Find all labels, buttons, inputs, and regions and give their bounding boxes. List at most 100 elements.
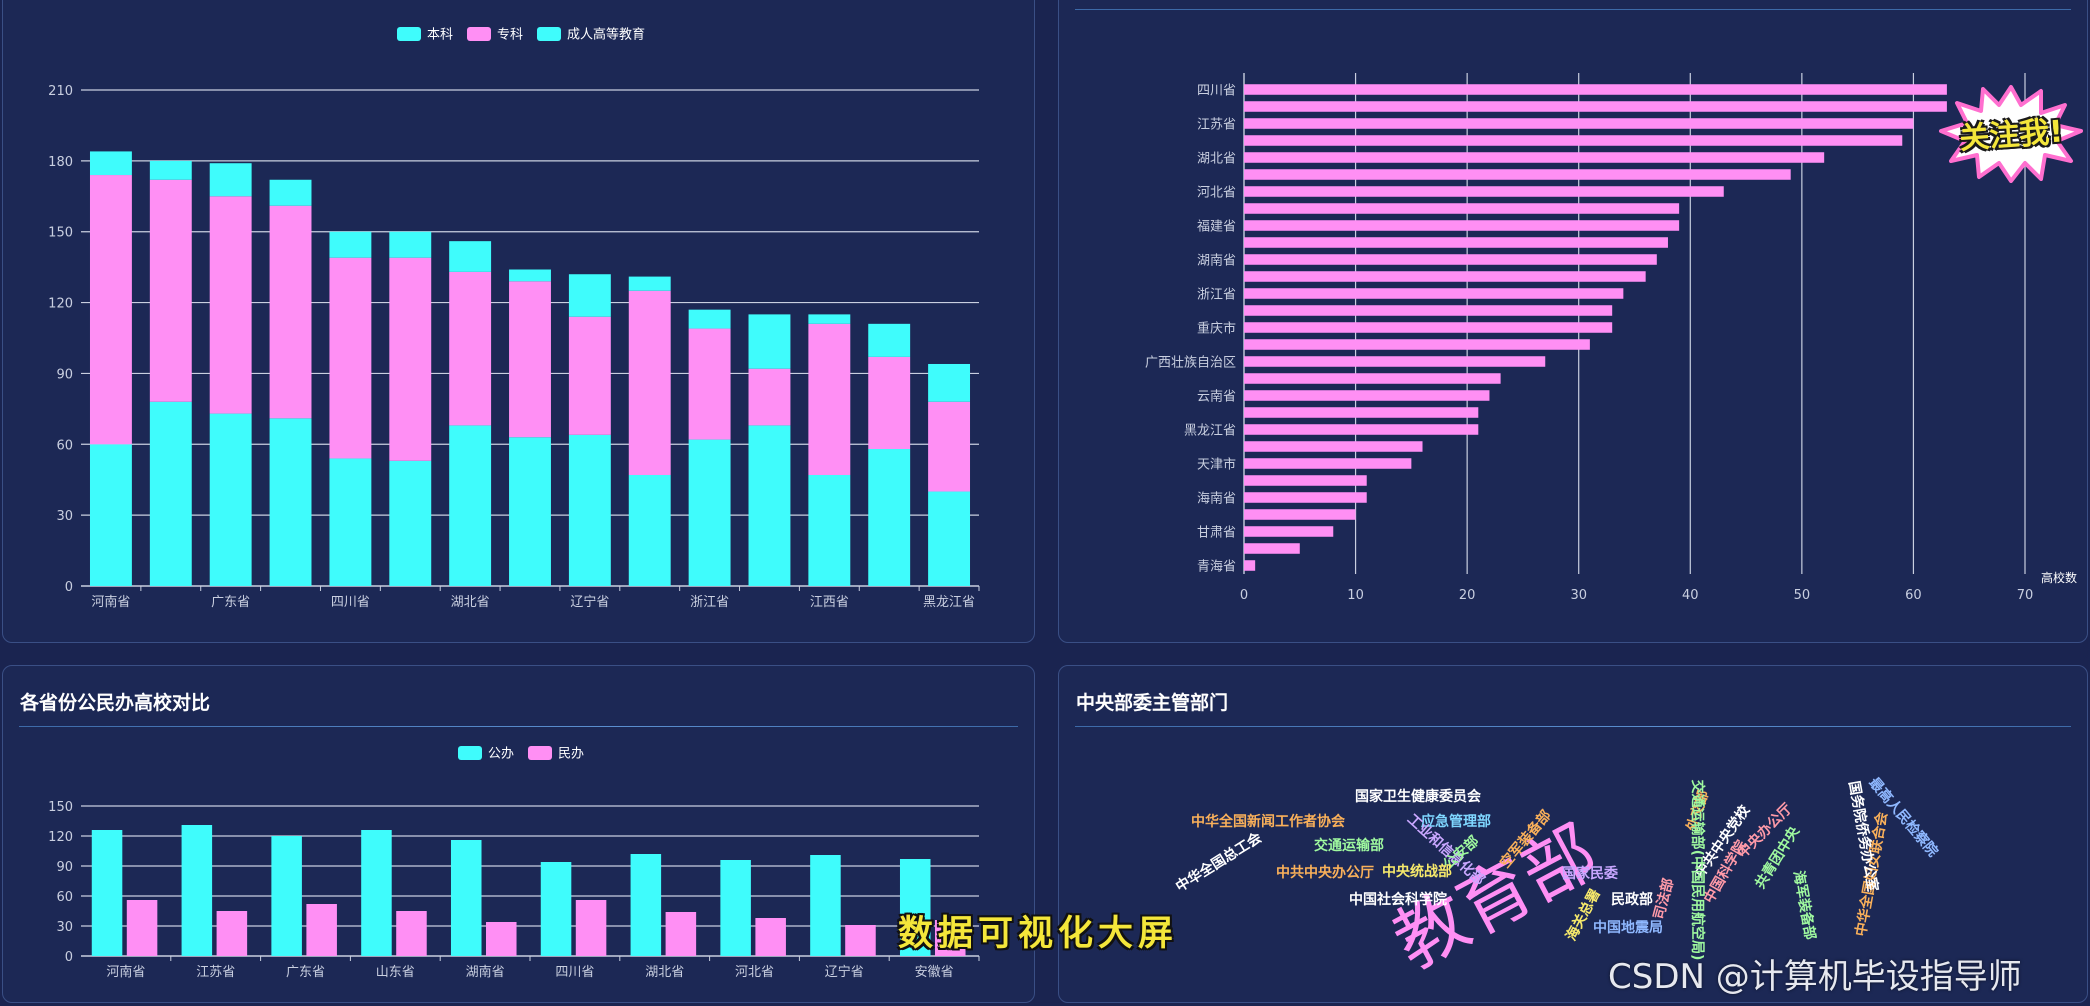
group-bar [810, 855, 841, 956]
x-tick-label: 四川省 [555, 965, 594, 980]
hbar [1244, 339, 1590, 350]
y-tick-label: 120 [48, 297, 73, 312]
legend-label: 民办 [558, 747, 584, 762]
cloud-word: 交通运输部 [1314, 837, 1384, 854]
stack-bar-segment [509, 437, 551, 586]
stack-bar-segment [928, 401, 971, 492]
group-bar [126, 900, 158, 956]
stack-bar-segment [149, 160, 192, 180]
y-tick-label: 30 [56, 920, 73, 935]
hbar [1244, 305, 1613, 316]
group-bar [630, 854, 662, 956]
hbar [1244, 237, 1668, 248]
x-tick-label: 湖南省 [466, 964, 505, 980]
hbar [1244, 373, 1501, 384]
group-bar [485, 922, 517, 956]
stack-bar-segment [568, 316, 611, 435]
stack-bar-segment [389, 460, 432, 586]
stack-bar-segment [628, 290, 671, 475]
cloud-word: 中央统战部 [1382, 863, 1452, 880]
y-tick-label: 云南省 [1197, 389, 1236, 405]
stack-bar-segment [928, 491, 971, 586]
x-tick-label: 河南省 [106, 964, 145, 980]
stack-bar-segment [149, 179, 192, 402]
stack-bar-segment [748, 425, 791, 586]
x-tick-label: 河北省 [735, 965, 774, 980]
group-bar [396, 911, 427, 956]
stack-bar-segment [269, 179, 312, 206]
panel-title: 中央部委主管部门 [1076, 692, 1229, 714]
y-tick-label: 重庆市 [1197, 321, 1236, 337]
cloud-word: 交通运输部(中国民用航空局) [1689, 780, 1706, 961]
hbar [1244, 458, 1412, 469]
stack-bar-segment [329, 231, 372, 258]
y-tick-label: 90 [56, 860, 73, 875]
y-tick-label: 天津市 [1197, 457, 1236, 473]
y-tick-label: 湖北省 [1197, 152, 1236, 167]
horizontal-bar-chart: 0 10 20 30 40 50 60 70 高校数 四川省江苏省湖北省河北省福建省湖南省浙江省重… [1145, 73, 2077, 603]
hbar [1244, 152, 1825, 163]
x-tick-label: 湖北省 [451, 595, 490, 610]
hbar [1244, 526, 1334, 537]
y-tick-label: 湖南省 [1197, 253, 1236, 269]
cloud-word: 民政部 [1611, 891, 1653, 908]
stack-bar-segment [449, 271, 492, 426]
cloud-word: 中国地震局 [1593, 919, 1663, 936]
x-tick-label: 广东省 [286, 965, 325, 980]
x-tick-label: 江苏省 [196, 964, 235, 980]
x-tick-label: 黑龙江省 [923, 595, 975, 610]
x-tick-label: 广东省 [211, 595, 250, 610]
stack-bar-segment [209, 413, 252, 586]
legend-label: 成人高等教育 [567, 27, 645, 43]
y-tick-label: 海南省 [1197, 491, 1236, 507]
cloud-word: 中华全国总工会 [1173, 828, 1266, 895]
hbar [1244, 492, 1367, 503]
y-tick-label: 150 [48, 800, 73, 815]
grouped-bar-chart: 公办 民办 0 30 60 90 120 150 河南省 江苏省 广东省 山东省 湖南省 四川省 湖北省 河北… [48, 746, 980, 980]
stack-bar-segment [868, 323, 911, 357]
stack-bar-segment [808, 314, 851, 324]
group-bar [934, 920, 966, 956]
legend-swatch [528, 746, 552, 760]
stack-bar-segment [568, 274, 611, 317]
legend-swatch [458, 746, 482, 760]
hbar [1244, 101, 1947, 112]
x-tick-label: 20 [1459, 588, 1476, 603]
y-tick-label: 90 [56, 367, 73, 382]
group-bar [540, 862, 572, 956]
hbar [1244, 424, 1479, 435]
y-tick-label: 0 [65, 580, 73, 595]
word-cloud-panel: 中央部委主管部门 教育部 国家卫生健康委员会 应急管理部 中华全国新闻工作者协会 工业和… [1058, 665, 2088, 1003]
y-tick-label: 60 [56, 438, 73, 453]
public-private-panel: 各省份公民办高校对比 公办 民办 0 30 60 90 120 150 河南省 江苏省 广东省 山东省… [2, 665, 1035, 1003]
hbar [1244, 271, 1646, 282]
x-axis-name: 高校数 [2041, 570, 2077, 585]
y-tick-label: 四川省 [1197, 84, 1236, 99]
stack-bar-segment [628, 276, 671, 291]
cloud-word: 国家民委 [1562, 865, 1618, 882]
stack-bar-segment [868, 449, 911, 586]
stack-bar-segment [449, 425, 492, 586]
stack-bar-segment [89, 151, 132, 176]
stack-bar-segment [688, 309, 731, 329]
group-bar [181, 825, 213, 956]
x-tick-label: 70 [2017, 588, 2034, 603]
x-tick-label: 辽宁省 [825, 964, 864, 980]
y-tick-label: 0 [65, 950, 73, 965]
stack-bar-segment [89, 175, 132, 445]
hbar [1244, 135, 1903, 146]
cloud-word: 海军装备部 [1790, 869, 1819, 941]
hbar [1244, 220, 1680, 231]
hbar [1244, 560, 1256, 571]
cloud-word: 司法部 [1650, 876, 1677, 921]
horizontal-bar-panel: 0 10 20 30 40 50 60 70 高校数 四川省 江苏省 湖北省 河北省 福建省 湖南省 浙江省重… [1058, 0, 2088, 643]
stack-bar-segment [389, 257, 432, 461]
stack-bar-segment [149, 401, 192, 586]
y-tick-label: 福建省 [1197, 220, 1236, 235]
group-bar [845, 925, 876, 956]
legend-label: 公办 [488, 747, 514, 762]
group-bar [271, 836, 302, 956]
stacked-bar-chart: 本科 专科 成人高等教育 0 30 60 90 120 150 180 210 河南省 广东省 四川省 湖北… [48, 27, 980, 610]
y-tick-label: 青海省 [1197, 560, 1236, 575]
cloud-word: 中华全国新闻工作者协会 [1191, 813, 1346, 830]
